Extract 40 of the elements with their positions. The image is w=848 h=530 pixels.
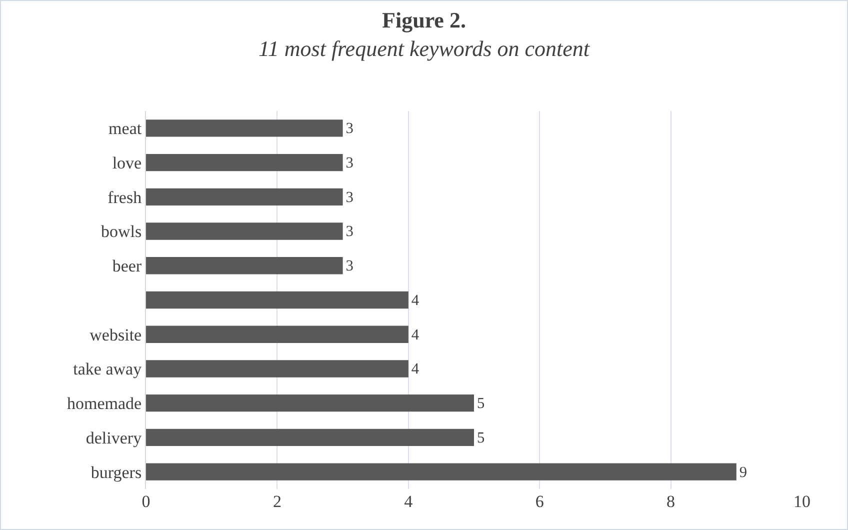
data-label: 3 — [346, 188, 354, 206]
chart-subtitle: 11 most frequent keywords on content — [258, 36, 590, 61]
y-tick-label: delivery — [86, 428, 142, 448]
x-tick-label: 6 — [535, 492, 544, 511]
bar — [146, 463, 736, 480]
data-label: 3 — [346, 223, 354, 240]
chart-title: Figure 2. — [382, 7, 466, 32]
bar — [146, 428, 474, 446]
x-tick-label: 4 — [404, 492, 414, 511]
data-label: 5 — [477, 429, 485, 446]
y-tick-label: love — [112, 154, 142, 172]
data-label: 9 — [739, 464, 748, 481]
y-tick-label: fresh — [108, 188, 142, 207]
bar — [146, 188, 343, 206]
bar — [146, 360, 408, 378]
x-tick-label: 0 — [142, 492, 150, 511]
data-label: 4 — [411, 360, 420, 378]
y-tick-label: meat — [108, 119, 142, 138]
y-tick-label: bowls — [100, 222, 142, 242]
bar — [146, 326, 408, 343]
data-label: 3 — [346, 258, 354, 275]
data-label: 4 — [411, 326, 420, 344]
y-tick-label: take away — [73, 360, 142, 379]
bar — [146, 120, 343, 137]
data-label: 5 — [477, 395, 485, 412]
y-tick-label: website — [90, 325, 142, 344]
y-tick-label: homemade — [67, 394, 142, 414]
x-tick-label: 8 — [666, 492, 676, 511]
y-tick-label: beer — [112, 256, 142, 276]
bar — [146, 222, 343, 240]
data-label: 3 — [346, 154, 354, 172]
bar — [146, 291, 408, 309]
y-tick-label: burgers — [90, 462, 142, 482]
bar — [146, 394, 474, 412]
data-label: 4 — [411, 292, 420, 309]
bar — [146, 154, 343, 172]
x-tick-label: 2 — [272, 492, 282, 511]
x-tick-label: 10 — [794, 492, 810, 511]
bar — [146, 257, 343, 274]
data-label: 3 — [346, 120, 354, 138]
